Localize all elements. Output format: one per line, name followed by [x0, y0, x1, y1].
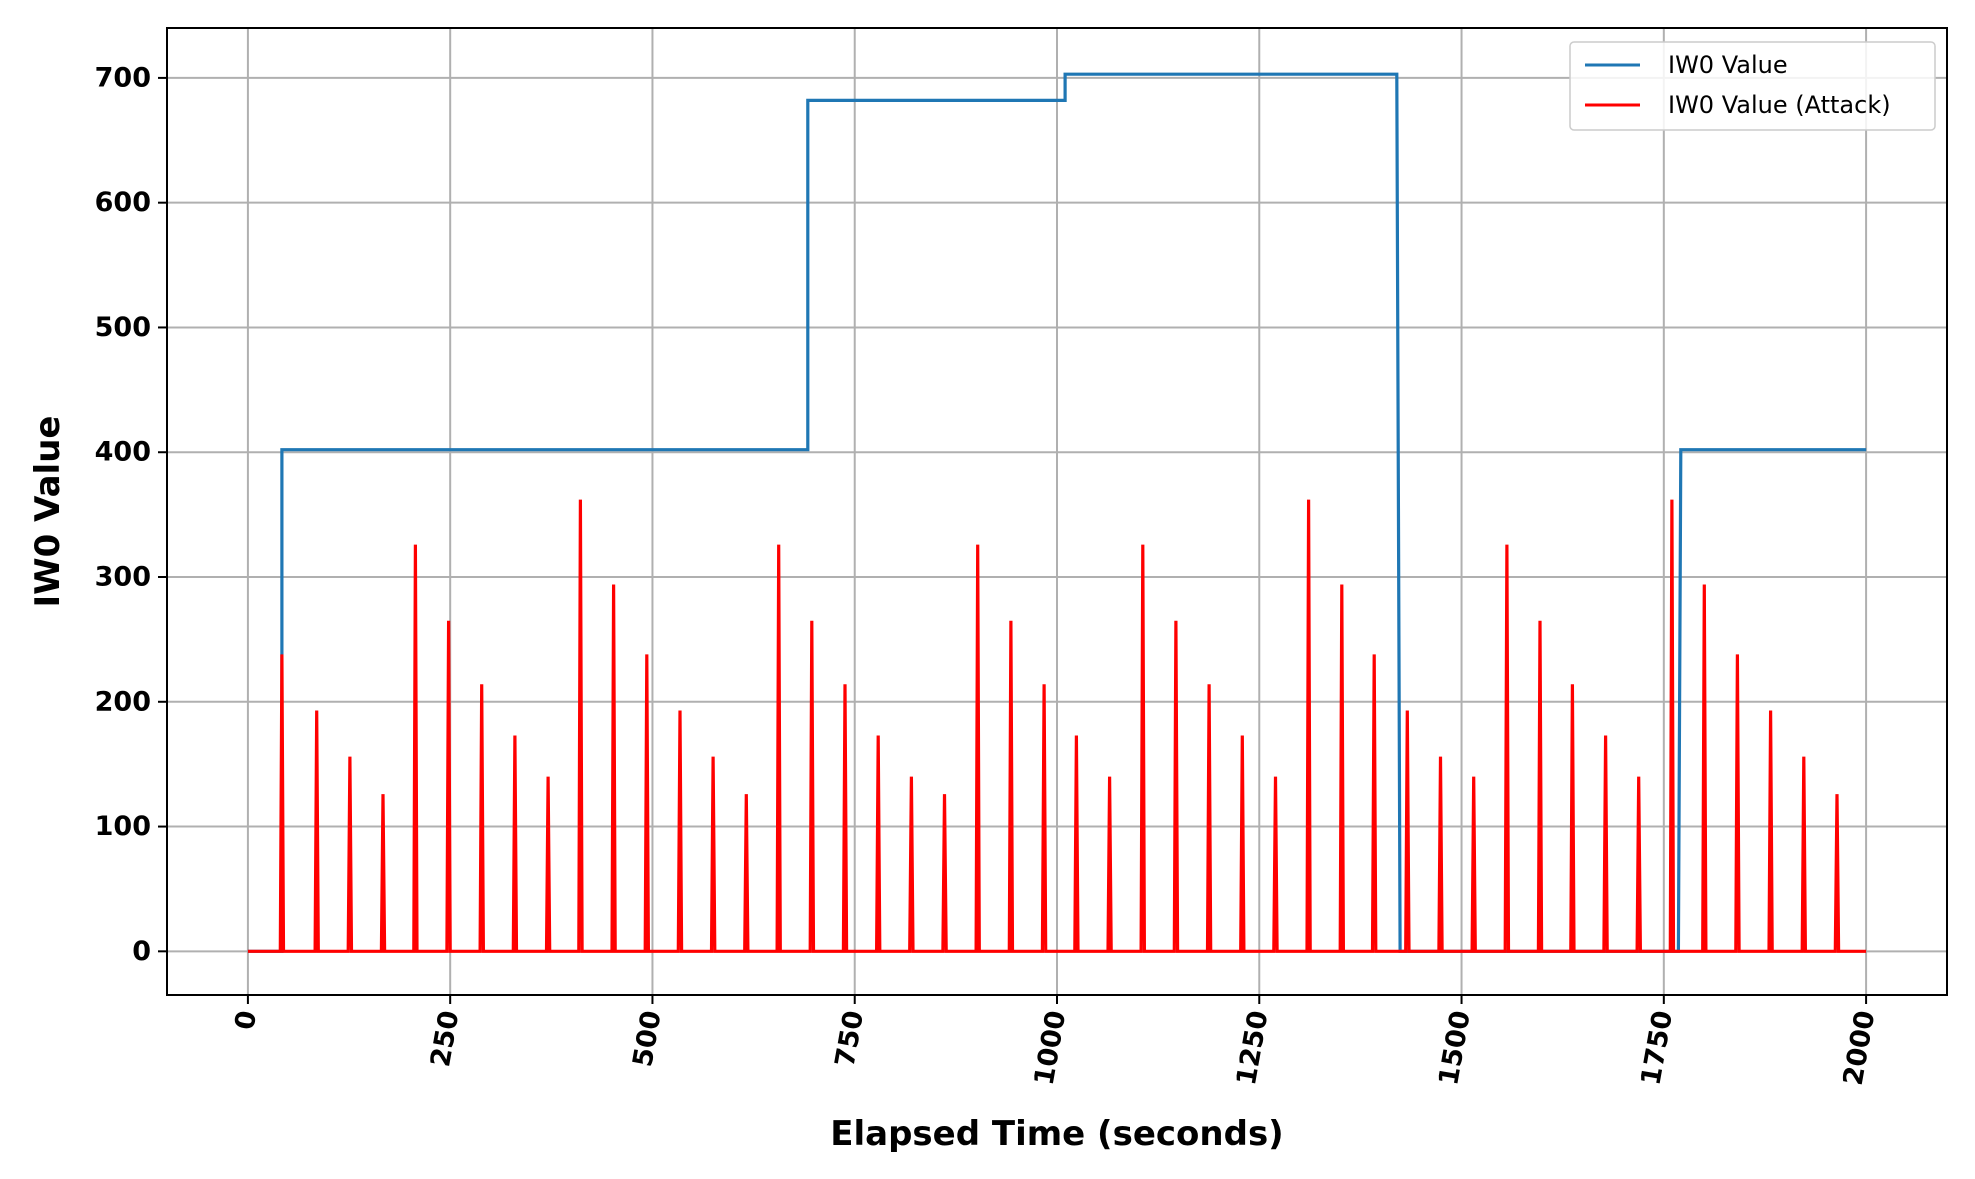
y-tick-label: 100: [95, 811, 151, 842]
x-axis-label: Elapsed Time (seconds): [830, 1114, 1283, 1154]
legend-label-iw0-value-attack: IW0 Value (Attack): [1668, 91, 1891, 119]
legend: IW0 Value IW0 Value (Attack): [1569, 41, 1936, 131]
y-tick-label: 400: [95, 437, 151, 468]
series-line-iw0-value-attack: [247, 499, 1867, 953]
x-tick-label: 250: [425, 1008, 465, 1069]
y-tick-label: 300: [95, 562, 151, 593]
y-tick-label: 200: [95, 686, 151, 717]
y-tick-label: 500: [95, 312, 151, 343]
x-tick-label: 750: [830, 1008, 870, 1069]
x-tick-label: 0: [229, 1008, 263, 1032]
series-layer: [247, 72, 1867, 953]
x-axis-ticks: 0 250 500 750 1000 1250 1500 1750 2000: [229, 995, 1881, 1088]
x-tick-label: 1250: [1231, 1008, 1275, 1087]
x-tick-label: 500: [627, 1008, 667, 1069]
x-tick-label: 1750: [1636, 1008, 1680, 1087]
legend-label-iw0-value: IW0 Value: [1668, 51, 1788, 79]
y-axis-label: IW0 Value: [28, 416, 68, 608]
y-axis-ticks: 0 100 200 300 400 500 600 700: [95, 62, 167, 967]
x-tick-label: 1000: [1029, 1008, 1073, 1087]
x-tick-label: 2000: [1838, 1008, 1882, 1087]
legend-box: [1569, 41, 1936, 131]
x-tick-label: 1500: [1433, 1008, 1477, 1087]
y-tick-label: 600: [95, 187, 151, 218]
y-tick-label: 0: [132, 936, 151, 967]
series-line-iw0-value: [247, 72, 1867, 953]
grid: [167, 28, 1947, 995]
y-tick-label: 700: [95, 62, 151, 93]
